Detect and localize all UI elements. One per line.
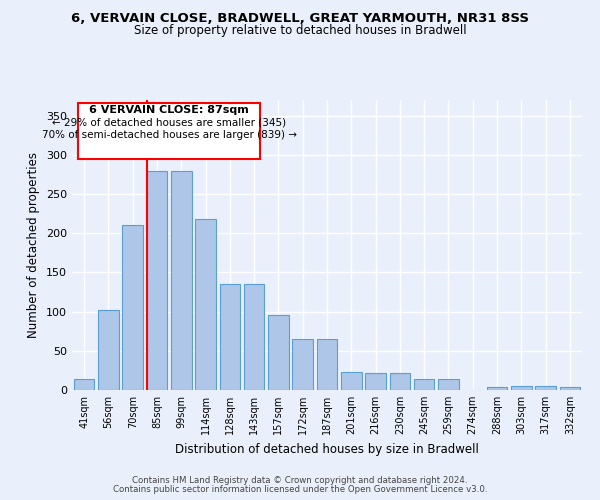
Bar <box>98 310 119 390</box>
Bar <box>74 379 94 390</box>
Bar <box>268 315 289 390</box>
Text: 6, VERVAIN CLOSE, BRADWELL, GREAT YARMOUTH, NR31 8SS: 6, VERVAIN CLOSE, BRADWELL, GREAT YARMOU… <box>71 12 529 26</box>
Bar <box>365 373 386 390</box>
Text: 70% of semi-detached houses are larger (839) →: 70% of semi-detached houses are larger (… <box>41 130 296 140</box>
Text: Size of property relative to detached houses in Bradwell: Size of property relative to detached ho… <box>134 24 466 37</box>
Bar <box>195 219 216 390</box>
Text: 6 VERVAIN CLOSE: 87sqm: 6 VERVAIN CLOSE: 87sqm <box>89 106 249 116</box>
Bar <box>414 379 434 390</box>
Bar <box>389 373 410 390</box>
Bar <box>146 170 167 390</box>
Bar <box>438 379 459 390</box>
X-axis label: Distribution of detached houses by size in Bradwell: Distribution of detached houses by size … <box>175 442 479 456</box>
Y-axis label: Number of detached properties: Number of detached properties <box>28 152 40 338</box>
Bar <box>535 386 556 390</box>
Bar <box>487 387 508 390</box>
Bar <box>220 284 240 390</box>
Bar <box>560 387 580 390</box>
Bar <box>317 339 337 390</box>
Bar <box>171 170 191 390</box>
Bar <box>341 372 362 390</box>
Text: Contains public sector information licensed under the Open Government Licence v3: Contains public sector information licen… <box>113 485 487 494</box>
Text: ← 29% of detached houses are smaller (345): ← 29% of detached houses are smaller (34… <box>52 118 286 128</box>
Bar <box>292 339 313 390</box>
Bar <box>511 386 532 390</box>
Bar <box>244 284 265 390</box>
Bar <box>122 226 143 390</box>
Text: Contains HM Land Registry data © Crown copyright and database right 2024.: Contains HM Land Registry data © Crown c… <box>132 476 468 485</box>
